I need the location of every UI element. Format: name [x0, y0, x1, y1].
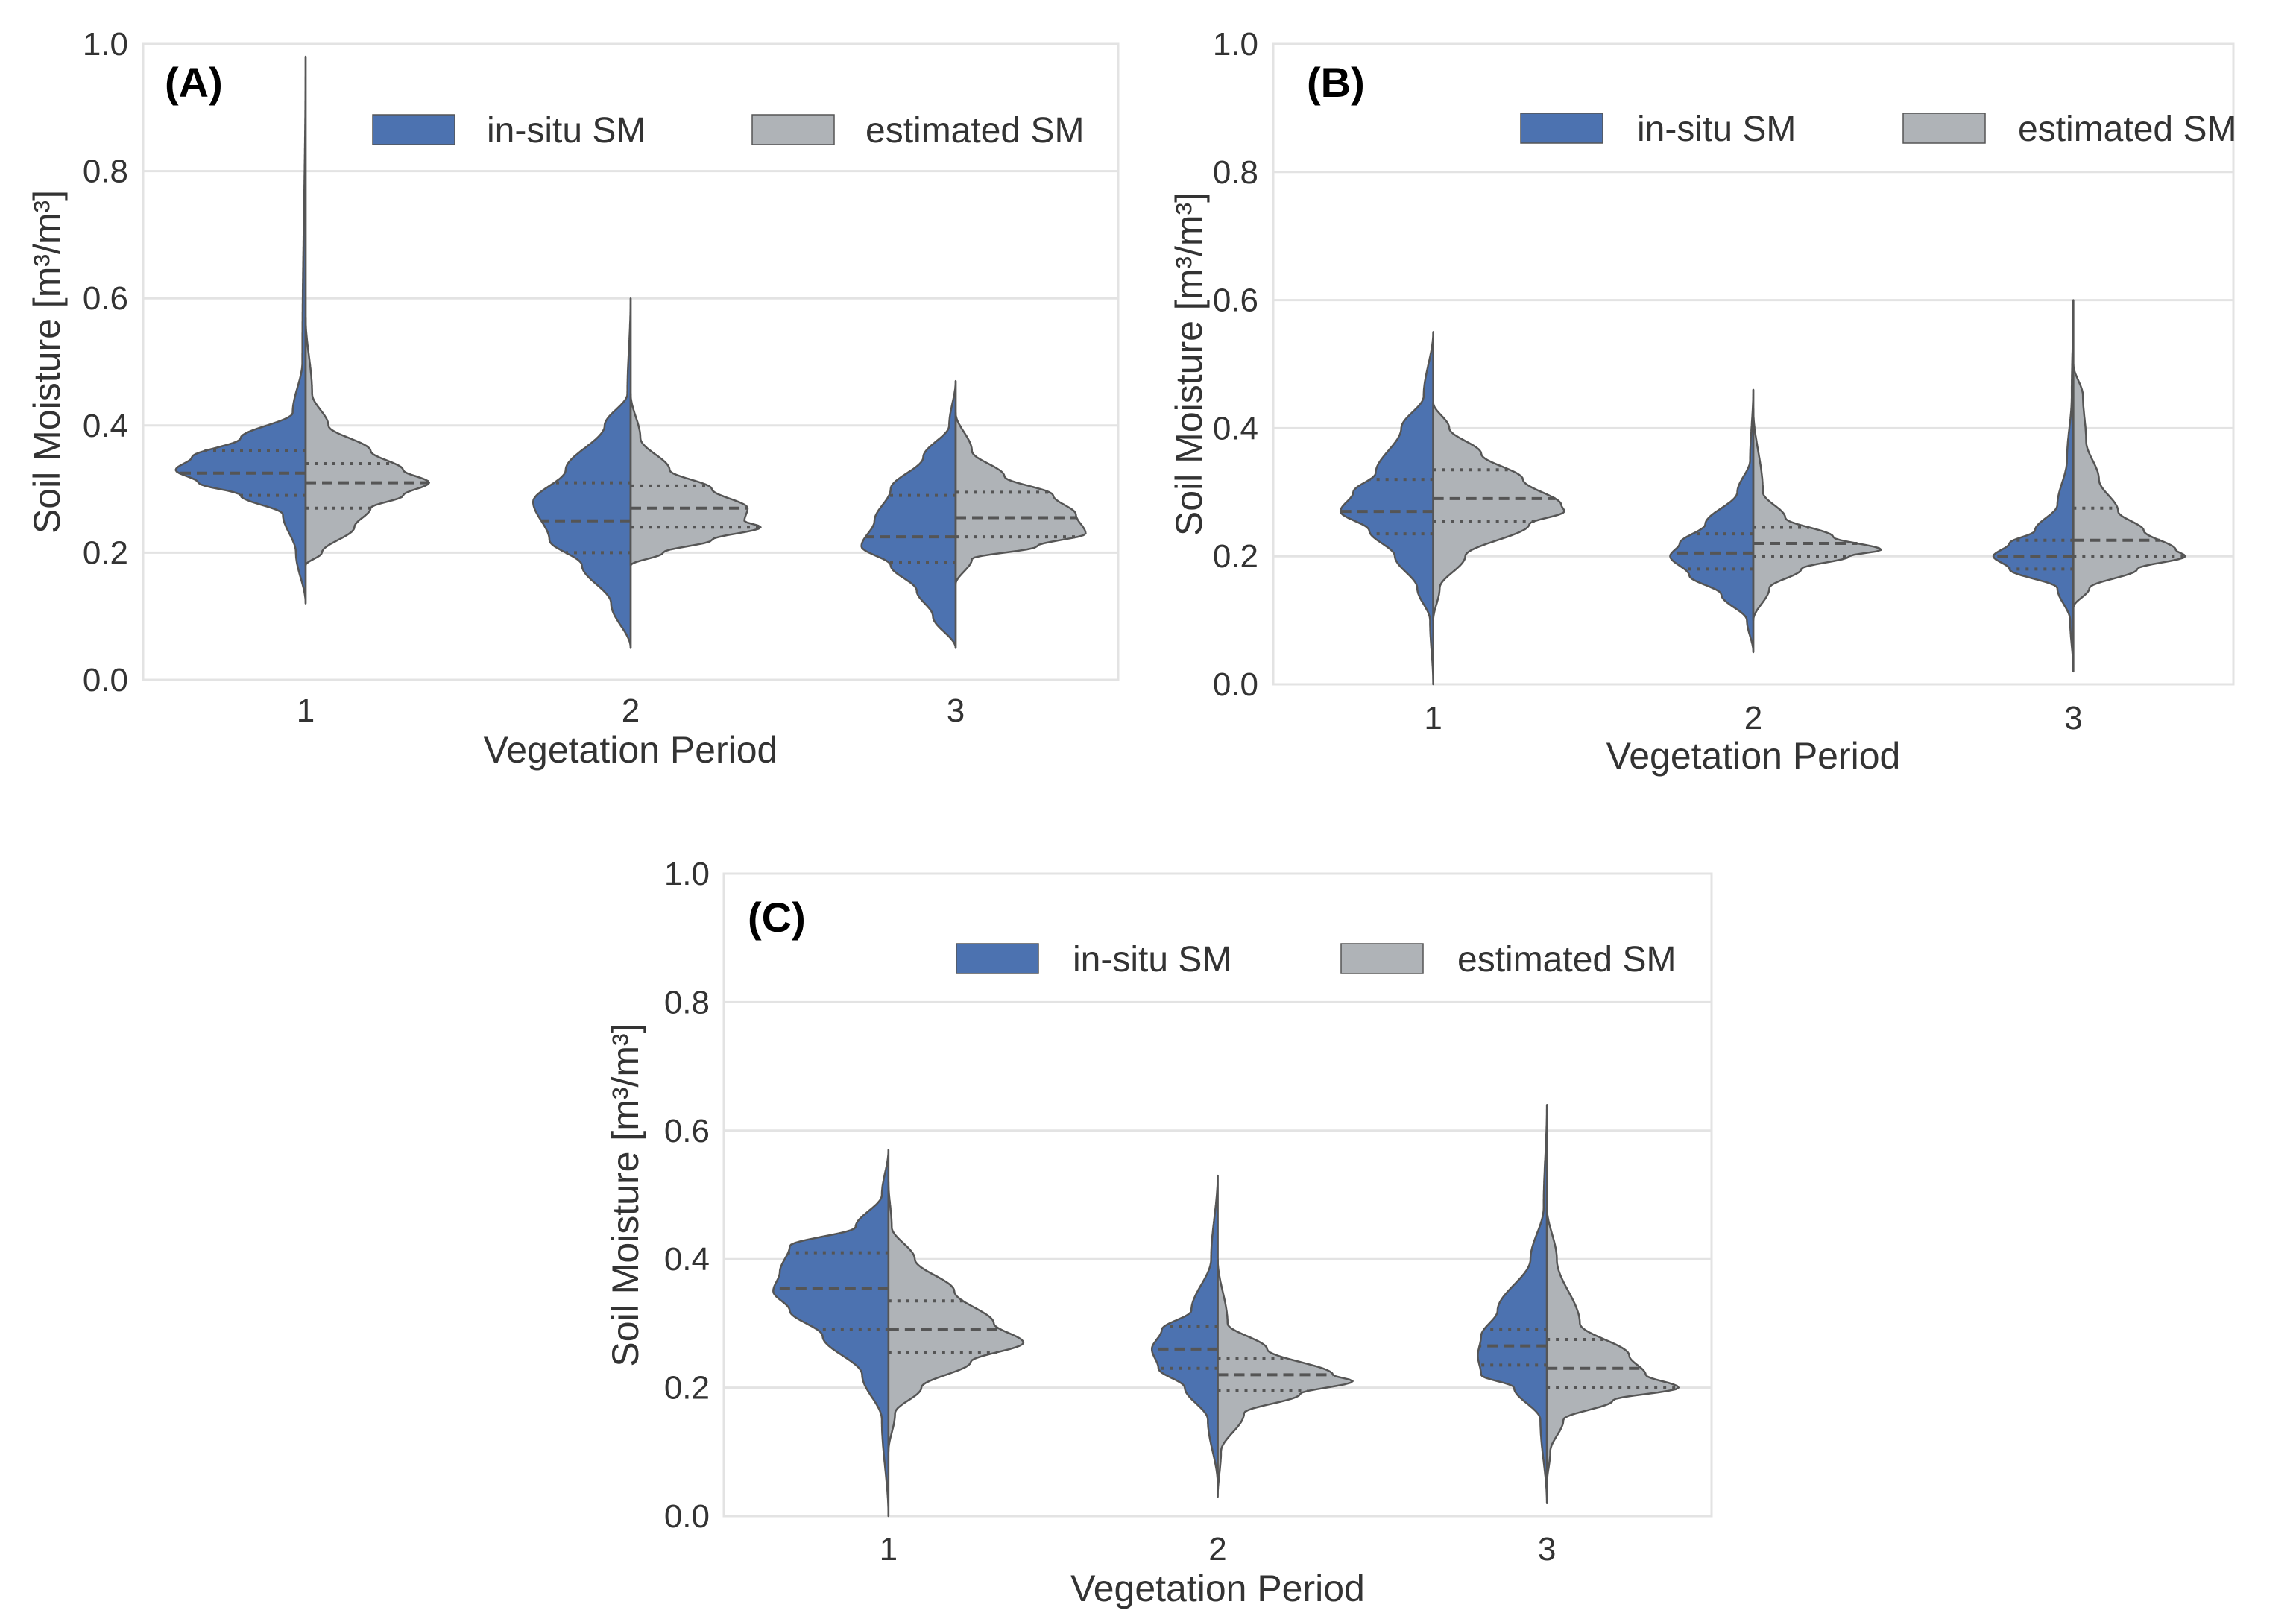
panel-label: (A): [165, 59, 223, 106]
legend-label-estimated: estimated SM: [2018, 110, 2236, 149]
violin-half-estimated-2: [629, 392, 762, 567]
y-tick-label: 0.0: [664, 1498, 710, 1535]
legend-swatch-in-situ: [956, 943, 1039, 974]
legend: in-situ SM estimated SM: [372, 111, 1084, 151]
x-tick-label: 1: [880, 1531, 898, 1568]
y-tick-label: 0.8: [664, 984, 710, 1020]
violin-half-in-situ-1: [772, 1149, 890, 1518]
x-tick-label: 1: [1424, 700, 1442, 736]
panel-c: 0.0 0.2 0.4 0.6 0.8 1.0 1 2 3 Vegetation Period So…: [605, 856, 1713, 1609]
y-tick-label: 0.4: [664, 1241, 710, 1278]
y-tick-label: 0.2: [1213, 538, 1258, 575]
violin-half-estimated-1: [887, 1181, 1025, 1454]
violin-half-estimated-1: [304, 316, 430, 567]
legend-label-estimated: estimated SM: [1457, 940, 1676, 979]
panel-b: 0.0 0.2 0.4 0.6 0.8 1.0 1 2 3 Vegetation Period So…: [1168, 26, 2236, 777]
violin-half-in-situ-1: [1339, 331, 1434, 686]
y-axis-label: Soil Moisture [m³/m³]: [26, 190, 68, 534]
legend-label-in-situ: in-situ SM: [1073, 940, 1231, 979]
y-tick-label: 0.0: [1213, 666, 1258, 703]
x-tick-label: 2: [1744, 700, 1762, 736]
legend-label-estimated: estimated SM: [865, 111, 1084, 151]
y-tick-label: 0.8: [83, 154, 128, 190]
violin-half-estimated-3: [2072, 363, 2186, 609]
legend-swatch-estimated: [1340, 943, 1424, 974]
y-tick-label: 0.2: [664, 1370, 710, 1407]
panel-label: (C): [748, 894, 806, 941]
x-axis-label: Vegetation Period: [1606, 735, 1901, 777]
violin-half-estimated-2: [1217, 1257, 1354, 1498]
violin-half-in-situ-2: [1150, 1174, 1219, 1486]
legend-label-in-situ: in-situ SM: [1637, 110, 1796, 149]
violin-half-estimated-3: [954, 411, 1087, 586]
violin-half-in-situ-3: [1992, 299, 2075, 673]
violin-half-estimated-1: [1432, 401, 1565, 622]
violin-half-estimated-3: [1545, 1206, 1680, 1486]
y-tick-label: 0.6: [83, 280, 128, 317]
violin-half-in-situ-2: [1669, 388, 1755, 654]
legend-swatch-in-situ: [372, 114, 455, 145]
y-tick-label: 1.0: [83, 26, 128, 63]
x-axis-label: Vegetation Period: [484, 729, 778, 771]
violin-half-in-situ-3: [1477, 1104, 1548, 1505]
y-tick-label: 0.6: [1213, 283, 1258, 319]
x-tick-label: 1: [297, 692, 315, 729]
y-tick-label: 0.0: [83, 662, 128, 698]
violin-half-in-situ-2: [532, 297, 632, 649]
y-tick-label: 1.0: [1213, 26, 1258, 63]
x-tick-label: 3: [1538, 1531, 1556, 1568]
legend-label-in-situ: in-situ SM: [487, 111, 646, 151]
panel-label: (B): [1307, 59, 1365, 106]
legend: in-situ SM estimated SM: [1520, 110, 2236, 149]
legend-swatch-in-situ: [1520, 113, 1603, 144]
y-tick-label: 0.8: [1213, 154, 1258, 191]
legend-swatch-estimated: [1902, 113, 1986, 144]
violin-half-in-situ-3: [860, 379, 957, 649]
y-tick-label: 0.6: [664, 1113, 710, 1149]
x-tick-label: 3: [2064, 700, 2082, 736]
y-tick-label: 1.0: [664, 856, 710, 892]
legend: in-situ SM estimated SM: [956, 940, 1676, 979]
panel-a: 0.0 0.2 0.4 0.6 0.8 1.0 1 2 3 Vegetation Period So…: [26, 26, 1120, 771]
violin-half-estimated-2: [1752, 408, 1882, 622]
x-tick-label: 2: [1208, 1531, 1226, 1568]
x-axis-label: Vegetation Period: [1070, 1568, 1365, 1609]
y-axis-label: Soil Moisture [m³/m³]: [1168, 192, 1210, 536]
y-tick-label: 0.4: [1213, 410, 1258, 446]
x-tick-label: 3: [947, 692, 965, 729]
y-axis-label: Soil Moisture [m³/m³]: [605, 1023, 646, 1366]
y-tick-label: 0.4: [83, 408, 128, 444]
legend-swatch-estimated: [751, 114, 835, 145]
x-tick-label: 2: [622, 692, 640, 729]
y-tick-label: 0.2: [83, 534, 128, 571]
